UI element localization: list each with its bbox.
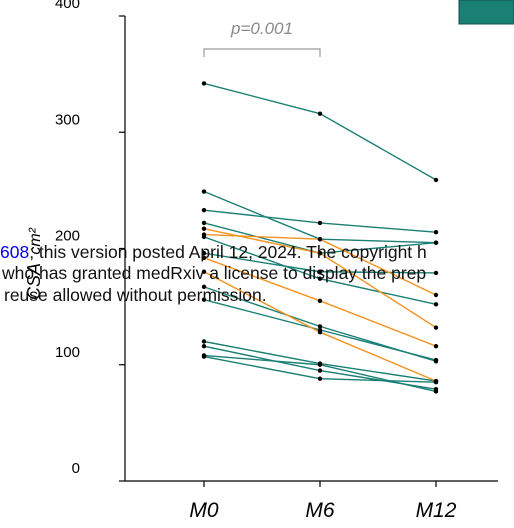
data-point (201, 255, 207, 260)
data-point (317, 250, 323, 256)
data-point (317, 324, 323, 329)
data-point (201, 297, 207, 302)
data-point (317, 111, 323, 116)
series-line-teal (203, 82, 437, 181)
y-axis-title: CSA cm² (24, 227, 44, 300)
watermark-line-1: ; this version posted April 12, 2024. Th… (29, 242, 427, 262)
watermark-line-3: reuse allowed without permission. (4, 285, 267, 305)
y-axis-label: CSA (24, 263, 44, 300)
y-axis-unit: cm² (27, 227, 44, 254)
data-point (433, 302, 439, 307)
data-point (433, 357, 439, 363)
data-point (317, 276, 323, 281)
significance-bracket: p=0.001 (203, 19, 321, 57)
data-point (433, 343, 439, 349)
data-point (317, 220, 323, 226)
x-tick-label-m12: M12 (416, 499, 457, 522)
p-value-annotation: p=0.001 (230, 19, 293, 38)
data-point (433, 378, 439, 384)
y-tick-label: 400 (55, 0, 80, 12)
data-point (201, 284, 207, 290)
watermark-line-2: who has granted medRxiv a license to dis… (1, 263, 426, 283)
svg-text:608; this version posted April: 608; this version posted April 12, 2024.… (0, 242, 427, 262)
y-ticks: 0 100 200 300 400 (55, 0, 125, 482)
data-point (201, 250, 207, 256)
data-point (433, 389, 439, 394)
bracket-line (203, 48, 321, 57)
data-point (317, 237, 323, 242)
data-point (317, 330, 323, 335)
x-tick-label-m0: M0 (189, 499, 218, 522)
series-line-teal (203, 340, 437, 382)
data-point (317, 362, 323, 367)
data-point (433, 230, 439, 235)
svg-text:CSA cm²: CSA cm² (24, 227, 44, 300)
series-line-teal (203, 354, 437, 393)
data-point (433, 325, 439, 330)
data-point (201, 189, 207, 194)
series-line-teal (203, 345, 437, 390)
data-point (201, 220, 207, 226)
y-tick-label: 200 (55, 228, 80, 245)
y-tick-label: 100 (55, 344, 80, 361)
x-tick-labels: M0 M6 M12 (189, 481, 457, 522)
y-tick-label: 300 (55, 111, 80, 128)
data-point (317, 376, 323, 381)
data-point (433, 240, 439, 245)
series-line-teal (203, 190, 437, 244)
data-point (201, 232, 207, 237)
data-point (433, 292, 439, 298)
data-point (317, 269, 323, 274)
data-point (201, 269, 207, 274)
series-points (201, 81, 439, 394)
data-point (433, 270, 439, 276)
data-point (201, 354, 207, 359)
x-tick-label-m6: M6 (305, 499, 334, 522)
data-point (433, 177, 439, 183)
data-point (317, 298, 323, 304)
data-point (201, 207, 207, 213)
watermark: 608; this version posted April 12, 2024.… (0, 242, 427, 305)
data-point (201, 343, 207, 349)
legend-swatch (458, 0, 514, 25)
data-point (317, 368, 323, 373)
data-point (201, 339, 207, 344)
data-point (201, 226, 207, 231)
watermark-link[interactable]: 608 (0, 242, 29, 262)
y-tick-label: 0 (72, 460, 80, 477)
data-point (201, 81, 207, 86)
